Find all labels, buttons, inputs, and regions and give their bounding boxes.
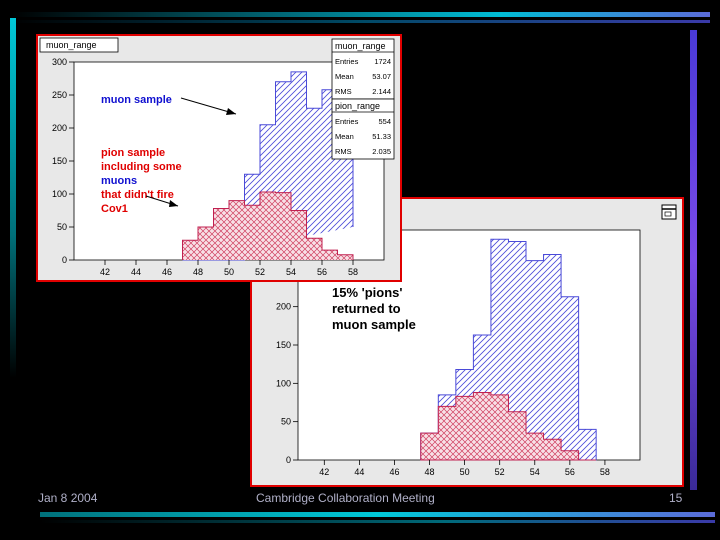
x-tick-label: 54 [286, 267, 296, 277]
stats-value: 2.035 [372, 147, 391, 156]
pion-histogram-series [182, 191, 354, 260]
stats-label: Mean [335, 132, 354, 141]
x-tick-label: 42 [100, 267, 110, 277]
annotation-pion-line: pion sample [101, 147, 165, 159]
x-tick-label: 48 [425, 467, 435, 477]
x-tick-label: 50 [224, 267, 234, 277]
right-decorative-bar [690, 30, 697, 490]
left-decorative-bar [10, 18, 16, 378]
y-tick-label: 150 [52, 156, 67, 166]
stats-box-title: pion_range [335, 101, 380, 111]
x-tick-label: 42 [319, 467, 329, 477]
top-decorative-bar-2 [10, 20, 710, 23]
annotation-muons-word: muons [101, 175, 137, 187]
y-tick-label: 0 [62, 255, 67, 265]
stats-box-title: muon_range [335, 41, 386, 51]
annotation-pion-line: Cov1 [101, 203, 128, 215]
chart-title: muon_range [46, 40, 97, 50]
pion-histogram-series [420, 392, 597, 461]
stats-label: Entries [335, 117, 359, 126]
window-icon-inner [664, 211, 672, 217]
annotation-pions-returned: muon sample [332, 317, 416, 332]
stats-value: 53.07 [372, 72, 391, 81]
y-tick-label: 50 [57, 222, 67, 232]
y-tick-label: 200 [276, 302, 291, 312]
annotation-muon-sample: muon sample [101, 94, 172, 106]
stats-box [331, 98, 395, 160]
annotation-arrow-muon [180, 97, 237, 115]
top-decorative-bar [10, 12, 710, 17]
footer-page-number: 15 [669, 491, 683, 505]
bottom-decorative-bar [40, 512, 715, 517]
y-tick-label: 300 [52, 57, 67, 67]
x-tick-label: 56 [317, 267, 327, 277]
x-tick-label: 58 [348, 267, 358, 277]
x-tick-label: 44 [354, 467, 364, 477]
annotation-arrowhead [169, 200, 178, 207]
x-tick-label: 52 [495, 467, 505, 477]
annotation-pion-line: that didn't fire [101, 189, 174, 201]
stats-label: Entries [335, 57, 359, 66]
y-tick-label: 100 [52, 189, 67, 199]
histogram-1: 0 50 100 150 200 250 300 42 44 46 48 50 52 54 56 58 muon… [38, 36, 400, 280]
y-tick-label: 200 [52, 123, 67, 133]
y-tick-label: 50 [281, 417, 291, 427]
footer-title: Cambridge Collaboration Meeting [256, 491, 435, 505]
annotation-arrowhead [226, 108, 236, 115]
y-tick-label: 150 [276, 340, 291, 350]
x-tick-label: 48 [193, 267, 203, 277]
stats-value: 1724 [374, 57, 391, 66]
stats-label: Mean [335, 72, 354, 81]
stats-label: RMS [335, 87, 352, 96]
stats-value: 51.33 [372, 132, 391, 141]
x-tick-label: 56 [565, 467, 575, 477]
annotation-pions-returned: returned to [332, 301, 401, 316]
y-tick-label: 0 [286, 455, 291, 465]
stats-value: 554 [378, 117, 391, 126]
x-tick-label: 46 [162, 267, 172, 277]
stats-label: RMS [335, 147, 352, 156]
x-tick-label: 58 [600, 467, 610, 477]
x-tick-label: 52 [255, 267, 265, 277]
footer-date: Jan 8 2004 [38, 491, 98, 505]
histogram-panel-1: 0 50 100 150 200 250 300 42 44 46 48 50 52 54 56 58 muon… [36, 34, 402, 282]
annotation-pion-line: including some [101, 161, 182, 173]
x-tick-label: 44 [131, 267, 141, 277]
stats-box [331, 38, 395, 100]
bottom-decorative-bar-2 [40, 520, 715, 523]
x-tick-label: 50 [460, 467, 470, 477]
title-box [39, 37, 119, 53]
y-tick-label: 250 [52, 90, 67, 100]
x-tick-label: 54 [530, 467, 540, 477]
x-tick-label: 46 [389, 467, 399, 477]
y-tick-label: 100 [276, 378, 291, 388]
annotation-pions-returned: 15% 'pions' [332, 285, 402, 300]
stats-value: 2.144 [372, 87, 391, 96]
